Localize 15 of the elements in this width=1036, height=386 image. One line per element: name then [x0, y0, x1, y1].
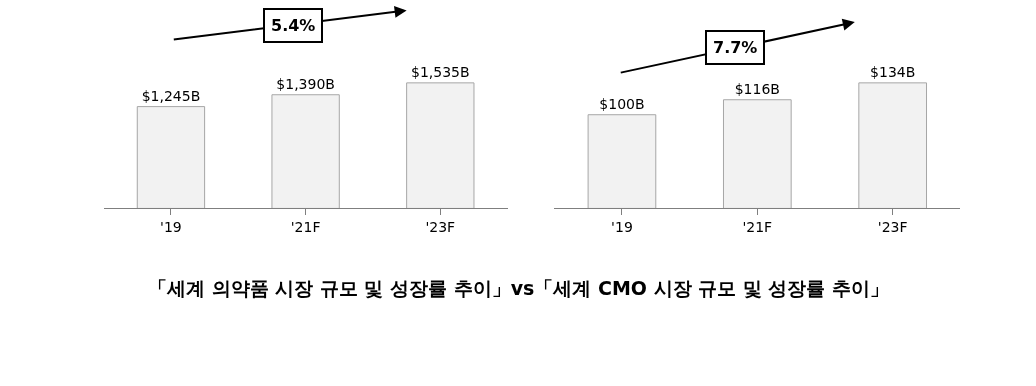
data-label: $1,535B: [411, 63, 470, 80]
data-label: $100B: [599, 95, 645, 112]
text: 5.4%: [271, 16, 316, 35]
x-tick-label: '21F: [742, 219, 773, 236]
x-tick-label: '19: [160, 219, 182, 236]
data-label: $116B: [734, 80, 780, 97]
data-label: $1,245B: [141, 87, 201, 104]
x-tick-label: '19: [611, 219, 633, 236]
x-tick-label: '23F: [877, 219, 908, 236]
text: 「세계 의약품 시장 규모 및 성장률 추이」vs「세계 CMO 시장 규모 및 성장률 추이」: [148, 277, 890, 299]
text: 7.7%: [713, 38, 758, 57]
x-tick-label: '21F: [290, 219, 321, 236]
data-label: $1,390B: [276, 75, 335, 92]
x-tick-label: '23F: [425, 219, 456, 236]
data-label: $134B: [870, 63, 916, 80]
